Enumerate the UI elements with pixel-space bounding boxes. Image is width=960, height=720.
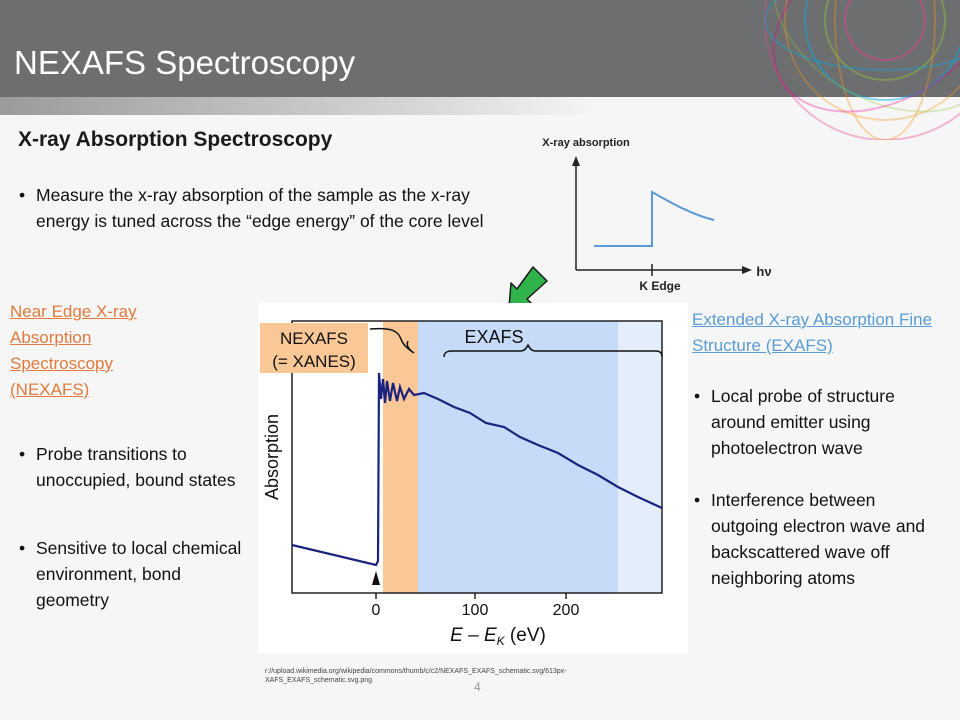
decorative-sphere-graphic xyxy=(764,0,960,140)
page-number: 4 xyxy=(474,680,481,694)
section-heading: X-ray Absorption Spectroscopy xyxy=(18,128,333,151)
header-strip xyxy=(0,97,600,115)
left-bullet-2: • Sensitive to local chemical environment… xyxy=(19,538,242,610)
xtick-0: 0 xyxy=(372,602,381,619)
small-chart-ylabel: X-ray absorption xyxy=(542,137,630,149)
right-bullet-1-text: Local probe of structure around emitter … xyxy=(711,386,895,458)
exafs-link[interactable]: Extended X-ray Absorption Fine Structure… xyxy=(692,310,933,355)
exafs-region xyxy=(418,321,618,593)
left-bullet-1-text: Probe transitions to unoccupied, bound s… xyxy=(36,444,236,490)
left-bullet-2-text: Sensitive to local chemical environment,… xyxy=(36,538,242,610)
nexafs-region-label: NEXAFS xyxy=(280,329,348,348)
right-bullet-2-text: Interference between outgoing electron w… xyxy=(711,490,926,588)
left-bullet-1: • Probe transitions to unoccupied, bound … xyxy=(19,444,236,490)
exafs-region-label: EXAFS xyxy=(464,327,523,347)
intro-bullet-text: Measure the x-ray absorption of the samp… xyxy=(36,185,484,231)
right-bullet-2: • Interference between outgoing electron … xyxy=(694,490,926,588)
intro-bullet: • Measure the x-ray absorption of the sam… xyxy=(19,185,484,231)
image-source-url: r://upload.wikimedia.org/wikipedia/commo… xyxy=(265,668,567,684)
xanes-region-label: (= XANES) xyxy=(272,352,356,371)
xtick-100: 100 xyxy=(462,602,489,619)
main-xlabel: E – EK (eV) xyxy=(450,625,546,648)
k-edge-label: K Edge xyxy=(639,279,681,293)
small-chart-xlabel: hν xyxy=(756,264,771,279)
main-ylabel: Absorption xyxy=(262,414,282,500)
page-title: NEXAFS Spectroscopy xyxy=(14,44,356,81)
nexafs-region xyxy=(383,321,418,593)
xray-absorption-schematic: X-ray absorption hν K Edge xyxy=(542,137,771,293)
right-bullet-1: • Local probe of structure around emitter… xyxy=(694,386,895,458)
xtick-200: 200 xyxy=(553,602,580,619)
header-bar xyxy=(0,0,960,97)
plot-frame xyxy=(291,320,663,594)
nexafs-exafs-figure: NEXAFS (= XANES) EXAFS Absorption 0 100 … xyxy=(258,303,688,653)
nexafs-link[interactable]: Near Edge X-ray Absorption Spectroscopy … xyxy=(10,302,137,399)
absorption-curve xyxy=(291,372,663,567)
